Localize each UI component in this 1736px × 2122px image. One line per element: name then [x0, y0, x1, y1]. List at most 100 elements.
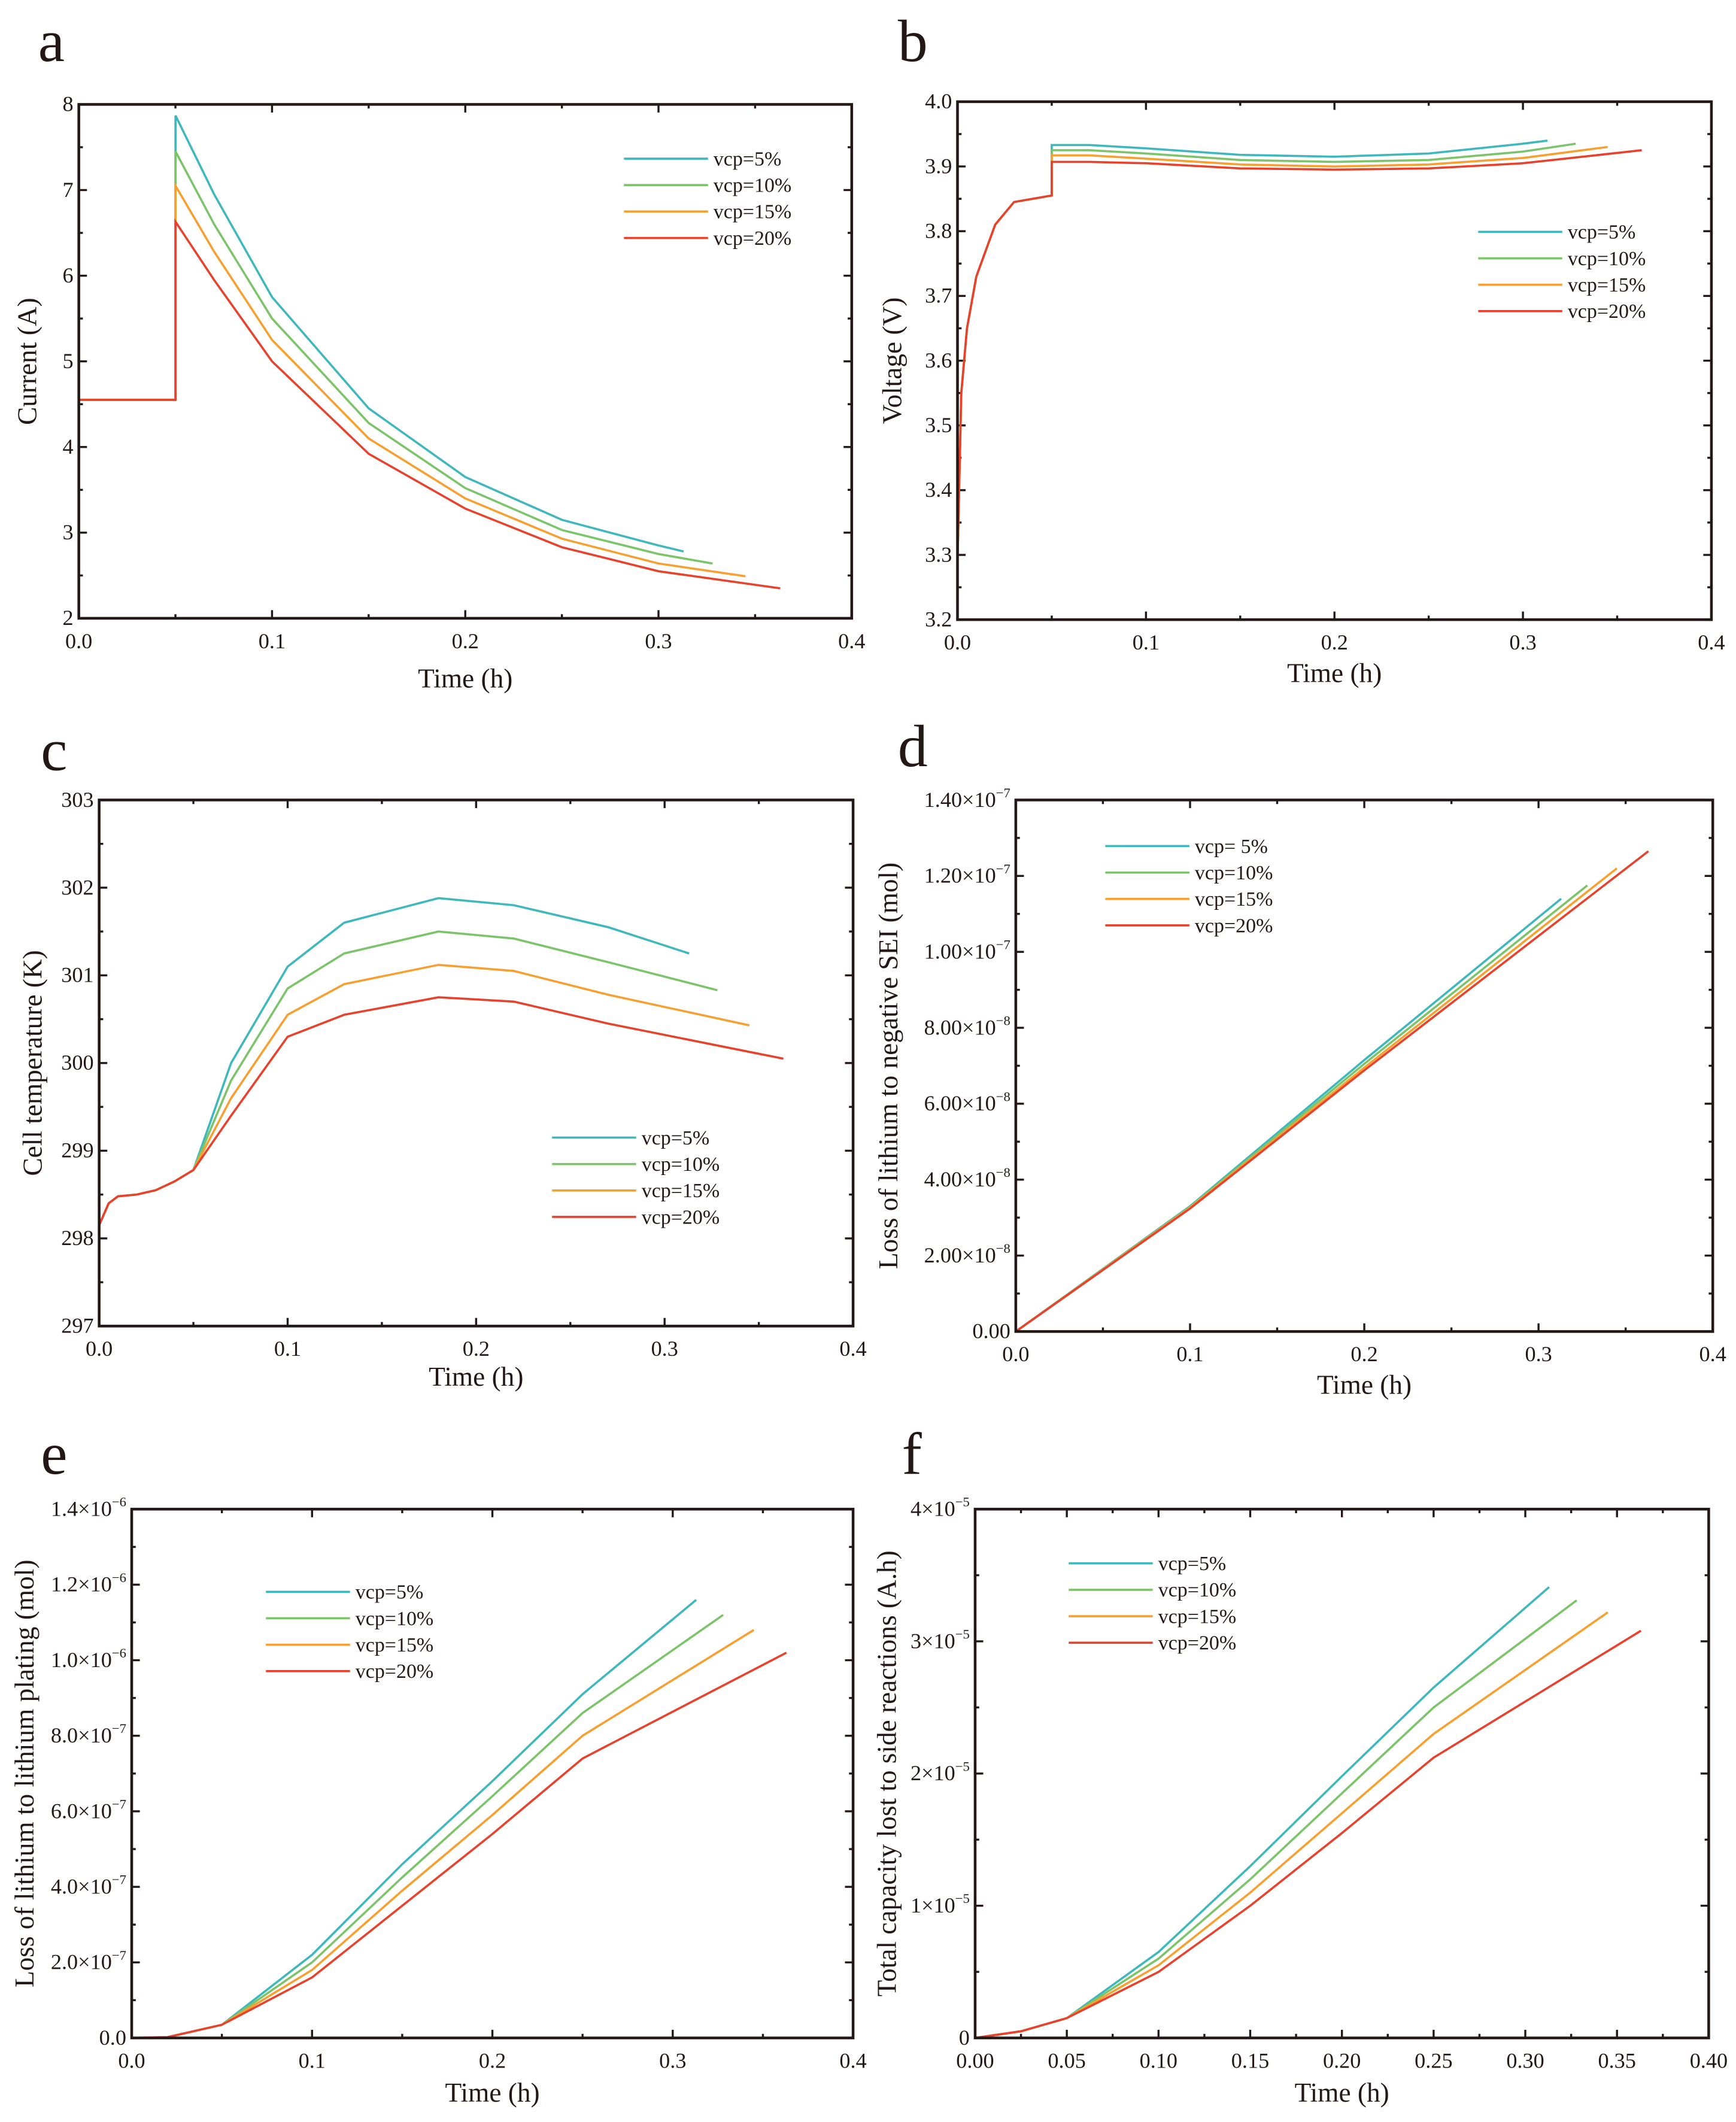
y-tick-label: 1.0×10−6	[51, 1646, 126, 1672]
series-line-10pct	[78, 151, 713, 565]
x-tick-label: 0.0	[65, 629, 92, 653]
y-tick-label: 6	[62, 263, 73, 287]
series-line-20pct	[1015, 850, 1649, 1332]
y-tick-label: 303	[61, 788, 93, 812]
panel-letter: d	[898, 713, 928, 779]
x-axis-label: Time (h)	[445, 2078, 539, 2108]
legend-label: vcp=5%	[642, 1127, 709, 1149]
panel-d: d 0.0 0.1 0.2 0.3 0.4 0.00 2.00×10−8 4.00×10−8 6.…	[873, 713, 1726, 1400]
y-tick-label: 3.6	[925, 348, 952, 372]
panel-letter: f	[902, 1420, 922, 1487]
x-tick-label: 0.4	[839, 1337, 866, 1361]
x-tick-label: 0.20	[1323, 2048, 1361, 2072]
x-tick-label: 0.2	[479, 2048, 506, 2072]
y-tick-label: 3×10−5	[911, 1626, 970, 1653]
y-tick-label: 300	[61, 1051, 93, 1074]
panel-c: c 0.0 0.1 0.2 0.3 0.4 297 298 299 300 301 302 303 Tim…	[18, 717, 867, 1392]
y-axis-label: Loss of lithium to lithium plating (mol)	[10, 1560, 40, 1988]
legend-label: vcp=20%	[356, 1660, 433, 1683]
legend-label: vcp=15%	[1158, 1605, 1236, 1628]
plot-frame	[956, 100, 1713, 621]
legend-label: vcp=15%	[1568, 274, 1646, 296]
y-tick-label: 3.2	[925, 608, 952, 632]
x-tick-label: 0.2	[463, 1337, 490, 1361]
x-tick-label: 0.0	[1002, 1342, 1029, 1366]
y-tick-label: 8	[62, 92, 73, 116]
x-tick-label: 0.40	[1690, 2048, 1728, 2072]
legend-label: vcp= 5%	[1195, 836, 1268, 858]
x-tick-label: 0.3	[1509, 630, 1536, 654]
x-tick-label: 0.1	[259, 629, 286, 653]
y-tick-label: 0.00	[972, 1319, 1010, 1343]
legend-label: vcp=15%	[642, 1180, 720, 1202]
y-tick-label: 3.4	[925, 478, 952, 502]
series-line-5pct	[1015, 897, 1562, 1332]
x-tick-label: 0.0	[118, 2048, 145, 2072]
y-axis-label: Total capacity lost to side reactions (A…	[872, 1550, 902, 1996]
x-axis-label: Time (h)	[429, 1362, 523, 1392]
x-tick-label: 0.1	[274, 1337, 301, 1361]
legend-label: vcp=20%	[1195, 915, 1273, 937]
legend-label: vcp=10%	[642, 1153, 720, 1176]
y-tick-label: 3.8	[925, 219, 952, 243]
y-tick-label: 297	[61, 1314, 93, 1338]
legend-label: vcp=5%	[714, 148, 781, 170]
y-tick-label: 1.20×10−7	[924, 861, 1010, 888]
legend-label: vcp=15%	[356, 1634, 433, 1656]
x-tick-label: 0.0	[86, 1337, 113, 1361]
series-line-20pct	[975, 1629, 1642, 2039]
y-tick-label: 302	[61, 875, 93, 899]
y-tick-label: 2	[62, 606, 73, 630]
x-tick-label: 0.4	[1698, 630, 1725, 654]
plot-frame	[130, 1507, 855, 2039]
x-tick-label: 0.15	[1231, 2048, 1269, 2072]
plot-frame	[973, 1507, 1710, 2039]
y-tick-label: 8.0×10−7	[51, 1721, 126, 1747]
y-tick-label: 301	[61, 963, 93, 987]
y-tick-label: 0.0	[99, 2026, 126, 2050]
y-tick-label: 1.40×10−7	[924, 785, 1010, 812]
y-tick-label: 299	[61, 1139, 93, 1162]
x-tick-label: 0.4	[838, 629, 865, 653]
legend-label: vcp=20%	[642, 1206, 720, 1228]
y-tick-label: 2×10−5	[911, 1759, 970, 1785]
x-tick-label: 0.3	[1525, 1342, 1552, 1366]
y-tick-label: 3.9	[925, 154, 952, 178]
x-tick-label: 0.00	[956, 2048, 994, 2072]
legend-label: vcp=20%	[1158, 1632, 1236, 1655]
y-tick-label: 7	[62, 178, 73, 202]
legend-label: vcp=10%	[1158, 1579, 1236, 1601]
x-axis-label: Time (h)	[418, 663, 512, 693]
y-axis-label: Current (A)	[13, 297, 43, 425]
x-tick-label: 0.10	[1140, 2048, 1177, 2072]
series-line-5pct	[956, 139, 1548, 561]
x-tick-label: 0.1	[1176, 1342, 1203, 1366]
y-tick-label: 1×10−5	[911, 1891, 970, 1917]
x-tick-label: 0.1	[299, 2048, 326, 2072]
panel-letter: a	[38, 8, 65, 74]
y-axis-label: Cell temperature (K)	[18, 950, 48, 1176]
x-tick-label: 0.30	[1506, 2048, 1544, 2072]
x-tick-label: 0.0	[944, 630, 971, 654]
series-line-10pct	[956, 142, 1576, 561]
legend-label: vcp=20%	[1568, 300, 1646, 323]
x-tick-label: 0.25	[1415, 2048, 1452, 2072]
series-line-20pct	[98, 996, 784, 1226]
x-axis-label: Time (h)	[1287, 658, 1382, 688]
y-tick-label: 3.5	[925, 413, 952, 437]
y-tick-label: 0	[959, 2026, 970, 2050]
series-line-5pct	[78, 115, 684, 553]
legend-label: vcp=15%	[1195, 888, 1273, 910]
panel-f: f 0.00 0.05 0.10 0.15 0.20 0.25 0.30 0.35 0.40 0 1×…	[872, 1420, 1728, 2108]
x-tick-label: 0.4	[839, 2048, 866, 2072]
y-tick-label: 1.00×10−7	[924, 937, 1010, 964]
series-line-10pct	[975, 1599, 1577, 2039]
y-tick-label: 4.0×10−7	[51, 1872, 126, 1899]
y-tick-label: 1.4×10−6	[51, 1495, 126, 1521]
y-axis-label: Loss of lithium to negative SEI (mol)	[873, 863, 903, 1269]
plot-frame	[98, 799, 855, 1328]
legend-label: vcp=10%	[1568, 248, 1646, 270]
legend-label: vcp=20%	[714, 227, 791, 250]
y-tick-label: 6.0×10−7	[51, 1796, 126, 1823]
series-line-15pct	[78, 181, 746, 578]
